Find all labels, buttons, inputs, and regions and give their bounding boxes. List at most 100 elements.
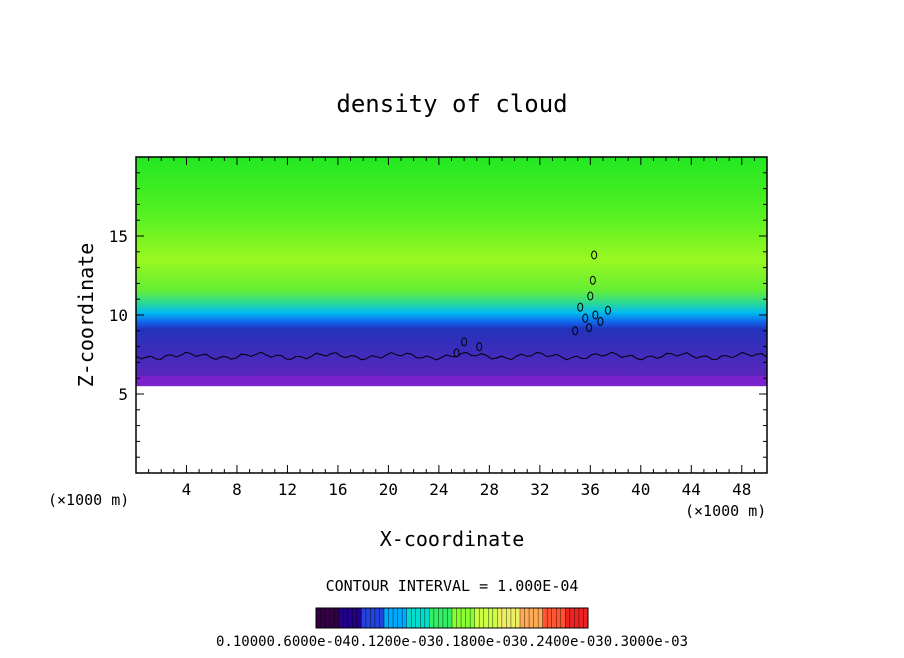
- colorbar-swatch: [574, 608, 580, 628]
- colorbar-swatch: [506, 608, 512, 628]
- colorbar-swatch: [424, 608, 430, 628]
- convection-contour-8: [591, 250, 598, 260]
- colorbar-swatch: [497, 608, 503, 628]
- x-tick-label: 28: [480, 480, 499, 499]
- colorbar-frame: [315, 607, 589, 629]
- convection-contour-11: [476, 342, 483, 352]
- colorbar-swatch: [384, 608, 390, 628]
- colorbar-swatch: [470, 608, 476, 628]
- colorbar-swatch: [465, 608, 471, 628]
- colorbar-swatch: [343, 608, 349, 628]
- colorbar-swatch: [402, 608, 408, 628]
- colorbar-swatch: [393, 608, 399, 628]
- colorbar-swatch: [488, 608, 494, 628]
- colorbar-swatch: [474, 608, 480, 628]
- colorbar-swatch: [542, 608, 548, 628]
- colorbar-swatch: [456, 608, 462, 628]
- colorbar-swatch: [538, 608, 544, 628]
- colorbar-swatch: [483, 608, 489, 628]
- colorbar-swatch: [411, 608, 417, 628]
- x-tick-label: 32: [530, 480, 549, 499]
- plot-area: [136, 157, 767, 387]
- x-tick-label: 40: [631, 480, 650, 499]
- colorbar-swatch: [334, 608, 340, 628]
- colorbar-swatch: [356, 608, 362, 628]
- convection-contour-7: [589, 275, 596, 285]
- colorbar-swatch: [529, 608, 535, 628]
- convection-contour-12: [453, 348, 460, 358]
- cloud-field: [136, 157, 767, 387]
- colorbar-swatch: [420, 608, 426, 628]
- convection-cell: [453, 250, 611, 358]
- colorbar-swatch: [352, 608, 358, 628]
- colorbar-swatch: [365, 608, 371, 628]
- colorbar-swatch: [397, 608, 403, 628]
- x-tick-label: 36: [581, 480, 600, 499]
- colorbar-swatch: [447, 608, 453, 628]
- colorbar-swatch: [361, 608, 367, 628]
- colorbar-swatch: [510, 608, 516, 628]
- convection-contour-3: [592, 310, 599, 320]
- x-tick-label: 4: [182, 480, 192, 499]
- colorbar-swatch: [316, 608, 322, 628]
- colorbar-swatch: [524, 608, 530, 628]
- convection-contour-1: [582, 313, 589, 323]
- y-axis-label: Z-coordinate: [74, 243, 98, 388]
- x-tick-label: 44: [682, 480, 701, 499]
- colorbar-swatch: [520, 608, 526, 628]
- colorbar-swatch: [347, 608, 353, 628]
- convection-contour-9: [572, 326, 579, 336]
- colorbar-swatch: [565, 608, 571, 628]
- cloud-top-contour: [136, 351, 767, 361]
- x-tick-label: 8: [232, 480, 242, 499]
- colorbar-swatch: [556, 608, 562, 628]
- colorbar-swatch: [406, 608, 412, 628]
- contour-interval: CONTOUR INTERVAL = 1.000E-04: [326, 577, 579, 595]
- colorbar-swatch: [515, 608, 521, 628]
- x-tick-label: 48: [732, 480, 751, 499]
- convection-contour-4: [586, 323, 593, 333]
- colorbar-swatch: [578, 608, 584, 628]
- convection-contour-10: [461, 337, 468, 347]
- convection-contour-6: [604, 305, 611, 315]
- colorbar-swatch: [429, 608, 435, 628]
- x-unit-label: (×1000 m): [685, 502, 766, 520]
- colorbar-swatch: [379, 608, 385, 628]
- convection-contour-5: [597, 316, 604, 326]
- colorbar-labels: 0.10000.6000e-040.1200e-030.1800e-030.24…: [216, 634, 688, 650]
- colorbar-swatch: [479, 608, 485, 628]
- colorbar-swatch: [501, 608, 507, 628]
- x-tick-label: 16: [328, 480, 347, 499]
- colorbar-swatch: [560, 608, 566, 628]
- colorbar-swatch: [415, 608, 421, 628]
- colorbar-swatch: [569, 608, 575, 628]
- x-tick-label: 20: [379, 480, 398, 499]
- colorbar-swatch: [325, 608, 331, 628]
- colorbar-swatch: [374, 608, 380, 628]
- colorbar: [315, 608, 589, 628]
- y-tick-label: 10: [109, 306, 128, 325]
- colorbar-swatch: [583, 608, 589, 628]
- colorbar-swatch: [551, 608, 557, 628]
- x-tick-label: 24: [429, 480, 448, 499]
- cloud-base-band: [136, 376, 767, 387]
- colorbar-swatch: [329, 608, 335, 628]
- chart-title: density of cloud: [336, 90, 567, 118]
- colorbar-swatch: [533, 608, 539, 628]
- colorbar-swatch: [388, 608, 394, 628]
- colorbar-swatch: [433, 608, 439, 628]
- x-axis: 4 8 12 16 20 24 28 32 36 40 44 48: [148, 157, 755, 499]
- y-axis: 5 10 15: [109, 172, 767, 458]
- z-unit-label: (×1000 m): [48, 491, 129, 509]
- colorbar-swatch: [442, 608, 448, 628]
- x-axis-label: X-coordinate: [380, 527, 525, 551]
- convection-contour-0: [577, 302, 584, 312]
- colorbar-swatch: [547, 608, 553, 628]
- colorbar-swatch: [438, 608, 444, 628]
- colorbar-swatch: [338, 608, 344, 628]
- x-tick-label: 12: [278, 480, 297, 499]
- colorbar-swatch: [370, 608, 376, 628]
- y-tick-label: 5: [118, 385, 128, 404]
